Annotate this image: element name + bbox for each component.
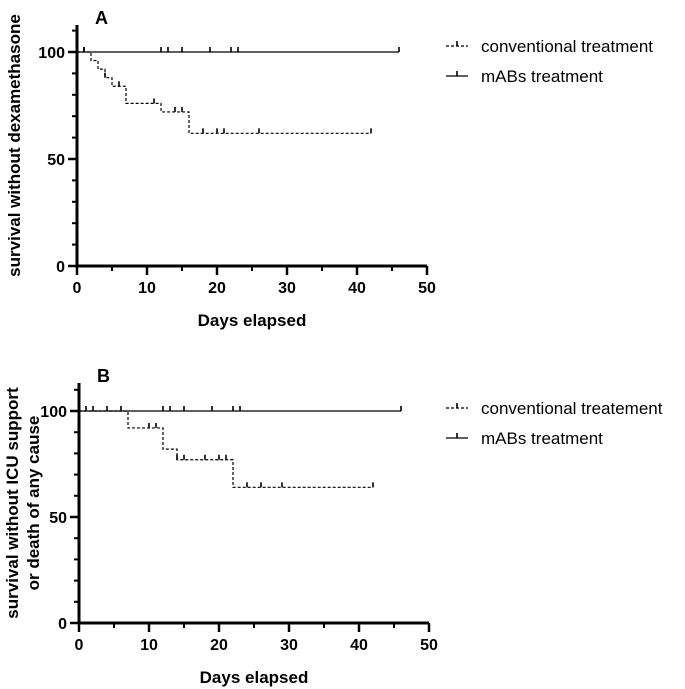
panel-b-y-tick-label: 0	[58, 616, 67, 633]
panel-b-x-tick-label: 40	[350, 637, 368, 654]
panel-a-x-tick-label: 50	[418, 280, 436, 297]
panel-b-x-tick-label: 50	[420, 637, 438, 654]
panel-a-x-tick-label: 20	[208, 280, 226, 297]
panel-a-x-axis-title: Days elapsed	[198, 311, 307, 330]
panel-a-y-tick-label: 50	[47, 152, 65, 169]
panel-a-y-axis-title: survival without dexamethasone	[5, 14, 24, 277]
panel-a-x-tick-label: 40	[348, 280, 366, 297]
panel-a-panel-label: A	[95, 8, 108, 28]
panel-a-x-tick-label: 10	[138, 280, 156, 297]
panel-b-x-tick-label: 0	[75, 637, 84, 654]
panel-b-x-axis-title: Days elapsed	[200, 668, 309, 687]
panel-b-y-axis-title-line: survival without ICU support	[3, 387, 22, 619]
panel-a-conventional-curve	[77, 51, 371, 134]
panel-b-legend-label-conventional: conventional treatement	[481, 399, 663, 418]
panel-a-legend-label-conventional: conventional treatment	[481, 37, 653, 56]
panel-b-panel-label: B	[97, 366, 110, 386]
panel-b-x-tick-label: 30	[280, 637, 298, 654]
panel-b-conventional-curve	[79, 410, 373, 488]
panel-b-legend-label-mabs: mABs treatment	[481, 429, 603, 448]
panel-a-y-tick-label: 100	[38, 45, 65, 62]
panel-b-y-axis-title-line: or death of any cause	[24, 416, 43, 591]
panel-a-legend-label-mabs: mABs treatment	[481, 67, 603, 86]
panel-b-y-tick-label: 100	[40, 404, 67, 421]
panel-b-y-tick-label: 50	[49, 510, 67, 527]
panel-a-x-tick-label: 30	[278, 280, 296, 297]
panel-b-x-tick-label: 10	[140, 637, 158, 654]
panel-a-x-tick-label: 0	[73, 280, 82, 297]
panel-a-y-tick-label: 0	[56, 259, 65, 276]
panel-b-x-tick-label: 20	[210, 637, 228, 654]
